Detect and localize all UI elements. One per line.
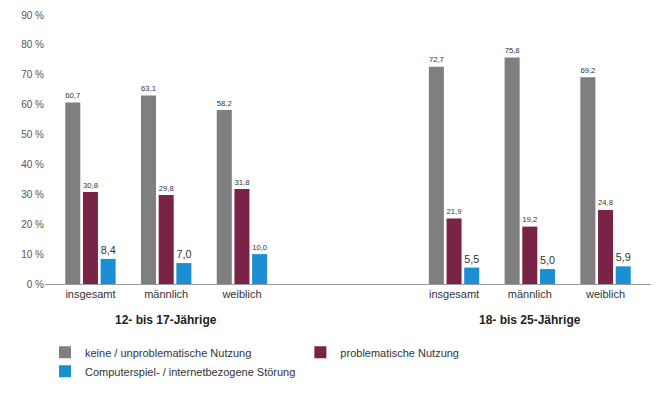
svg-text:30,8: 30,8 [83,181,98,190]
svg-text:Computerspiel- / internetbezog: Computerspiel- / internetbezogene Störun… [85,366,295,378]
svg-text:80 %: 80 % [21,39,44,50]
svg-text:7,0: 7,0 [176,248,191,260]
svg-text:männlich: männlich [508,288,552,300]
svg-text:8,4: 8,4 [101,244,116,256]
svg-text:problematische Nutzung: problematische Nutzung [340,347,459,359]
svg-text:5,9: 5,9 [616,251,631,263]
svg-text:5,5: 5,5 [464,253,479,265]
svg-text:29,8: 29,8 [159,184,174,193]
svg-text:männlich: männlich [144,288,188,300]
svg-text:30 %: 30 % [21,189,44,200]
svg-text:weiblich: weiblich [221,288,261,300]
svg-text:70 %: 70 % [21,69,44,80]
svg-text:insgesamt: insgesamt [65,288,115,300]
svg-text:0 %: 0 % [27,279,44,290]
svg-text:20 %: 20 % [21,219,44,230]
svg-text:10 %: 10 % [21,249,44,260]
svg-text:31,8: 31,8 [234,178,249,187]
svg-text:60,7: 60,7 [65,91,80,100]
svg-text:50 %: 50 % [21,129,44,140]
svg-text:10,0: 10,0 [252,243,267,252]
svg-text:24,8: 24,8 [598,198,613,207]
svg-text:18- bis 25-Jährige: 18- bis 25-Jährige [479,313,581,327]
svg-text:58,2: 58,2 [217,99,232,108]
svg-text:75,8: 75,8 [505,46,520,55]
svg-text:keine / unproblematische Nutzu: keine / unproblematische Nutzung [85,347,251,359]
svg-text:insgesamt: insgesamt [429,288,479,300]
svg-text:12- bis 17-Jährige: 12- bis 17-Jährige [115,313,217,327]
svg-text:60 %: 60 % [21,99,44,110]
svg-text:69,2: 69,2 [580,66,595,75]
svg-text:5,0: 5,0 [540,254,555,266]
svg-text:19,2: 19,2 [522,215,537,224]
svg-text:weiblich: weiblich [585,288,625,300]
svg-text:40 %: 40 % [21,159,44,170]
svg-text:63,1: 63,1 [141,84,156,93]
svg-text:21,9: 21,9 [447,207,462,216]
svg-text:72,7: 72,7 [429,55,444,64]
svg-text:90 %: 90 % [21,10,44,21]
